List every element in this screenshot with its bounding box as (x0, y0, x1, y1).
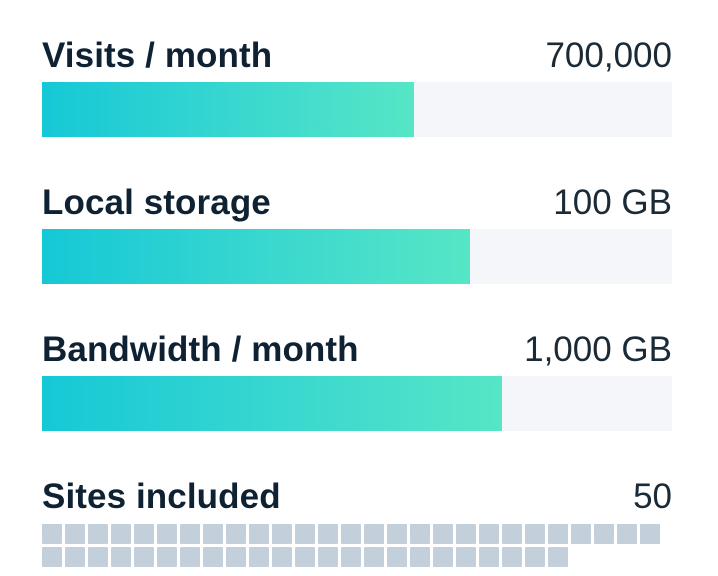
site-square (249, 547, 269, 567)
metric-label: Bandwidth / month (42, 330, 359, 369)
site-square (318, 524, 338, 544)
site-square (594, 524, 614, 544)
site-square (364, 524, 384, 544)
progress-track (42, 376, 672, 431)
site-square (88, 524, 108, 544)
site-square (272, 524, 292, 544)
site-square (88, 547, 108, 567)
site-square (341, 524, 361, 544)
site-square (433, 524, 453, 544)
site-square (387, 547, 407, 567)
site-square (318, 547, 338, 567)
site-square (410, 547, 430, 567)
site-square (157, 524, 177, 544)
metric-bandwidth: Bandwidth / month 1,000 GB (42, 330, 672, 431)
metric-value: 1,000 GB (524, 330, 672, 369)
metric-header: Sites included 50 (42, 477, 672, 517)
metric-value: 700,000 (545, 36, 672, 75)
site-square (571, 524, 591, 544)
metric-header: Visits / month 700,000 (42, 36, 672, 76)
site-square (65, 524, 85, 544)
site-square (180, 547, 200, 567)
site-square (387, 524, 407, 544)
site-square (548, 524, 568, 544)
site-square (65, 547, 85, 567)
progress-track (42, 82, 672, 137)
site-square (42, 524, 62, 544)
progress-track (42, 229, 672, 284)
site-square (295, 547, 315, 567)
site-square (433, 547, 453, 567)
site-square (226, 547, 246, 567)
site-square (272, 547, 292, 567)
site-square (134, 524, 154, 544)
site-square (479, 547, 499, 567)
metric-visits: Visits / month 700,000 (42, 36, 672, 137)
site-square (203, 524, 223, 544)
site-square (134, 547, 154, 567)
progress-fill (42, 376, 502, 431)
metric-header: Local storage 100 GB (42, 183, 672, 223)
site-square (111, 547, 131, 567)
progress-fill (42, 229, 471, 284)
site-square (111, 524, 131, 544)
metric-value: 50 (633, 477, 672, 516)
site-square (502, 547, 522, 567)
site-square (157, 547, 177, 567)
site-square (479, 524, 499, 544)
metric-sites: Sites included 50 (42, 477, 672, 567)
site-square (180, 524, 200, 544)
metric-storage: Local storage 100 GB (42, 183, 672, 284)
site-square (226, 524, 246, 544)
site-square (502, 524, 522, 544)
site-square (295, 524, 315, 544)
site-square (42, 547, 62, 567)
site-square (640, 524, 660, 544)
site-square (410, 524, 430, 544)
site-square (525, 547, 545, 567)
progress-fill (42, 82, 414, 137)
metric-value: 100 GB (553, 183, 672, 222)
site-square (341, 547, 361, 567)
site-square (456, 547, 476, 567)
site-square (548, 547, 568, 567)
metric-label: Local storage (42, 183, 271, 222)
metric-label: Visits / month (42, 36, 273, 75)
site-square (364, 547, 384, 567)
metric-label: Sites included (42, 477, 281, 516)
site-square (249, 524, 269, 544)
site-square (525, 524, 545, 544)
metric-header: Bandwidth / month 1,000 GB (42, 330, 672, 370)
site-square (456, 524, 476, 544)
site-squares-grid (42, 524, 672, 567)
site-square (617, 524, 637, 544)
site-square (203, 547, 223, 567)
